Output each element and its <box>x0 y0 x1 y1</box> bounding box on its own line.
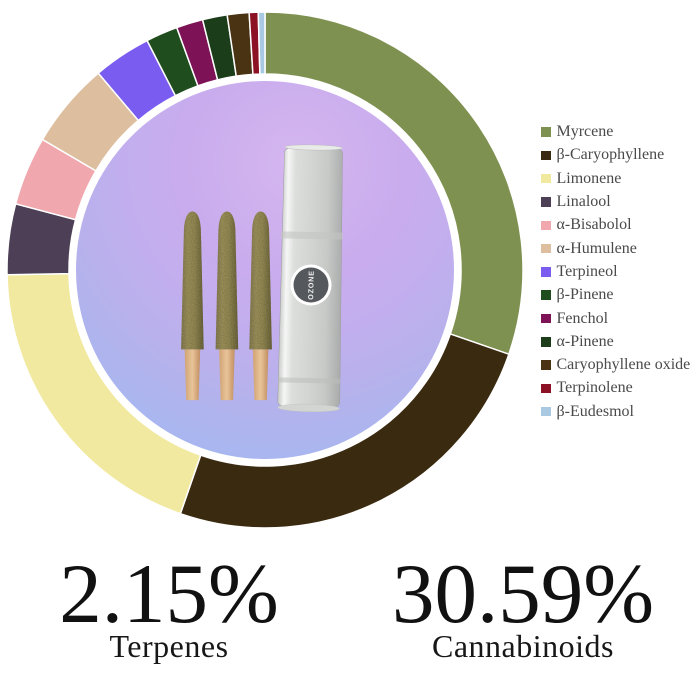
svg-text:OZONE: OZONE <box>306 270 316 300</box>
